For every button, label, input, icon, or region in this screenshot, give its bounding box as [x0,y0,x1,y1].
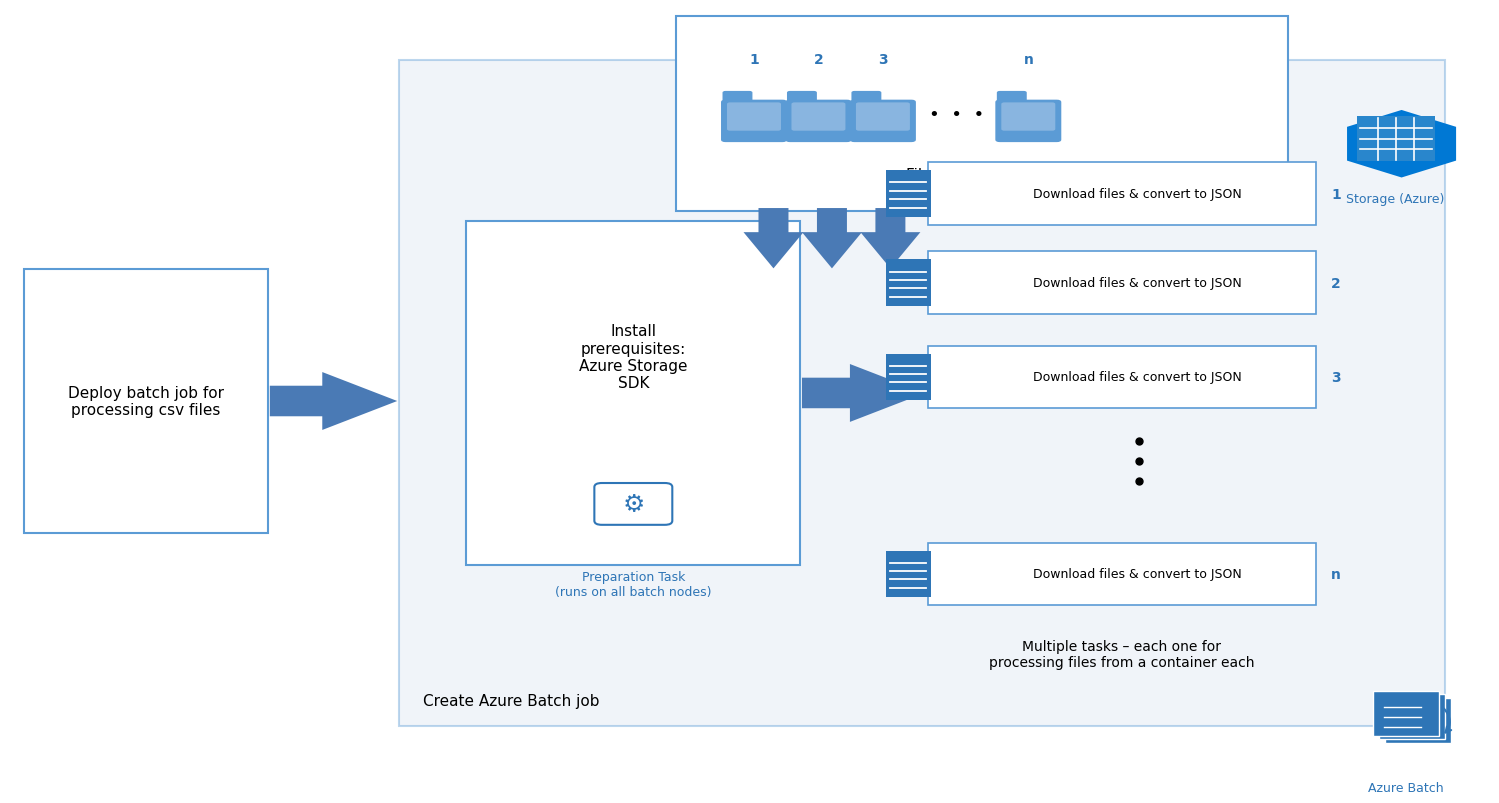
Text: Download files & convert to JSON: Download files & convert to JSON [1033,568,1241,581]
FancyBboxPatch shape [850,100,916,143]
Text: Preparation Task
(runs on all batch nodes): Preparation Task (runs on all batch node… [555,570,712,598]
Text: Azure Batch: Azure Batch [1369,781,1444,794]
FancyBboxPatch shape [1373,691,1439,736]
Text: 1: 1 [1331,187,1342,202]
FancyBboxPatch shape [399,61,1445,726]
FancyBboxPatch shape [785,100,851,143]
FancyBboxPatch shape [24,270,268,533]
FancyBboxPatch shape [594,483,672,525]
FancyBboxPatch shape [995,100,1061,143]
Bar [886,551,931,597]
Text: n: n [1024,53,1033,67]
Bar [886,171,931,218]
Text: n: n [1331,567,1342,581]
FancyBboxPatch shape [1379,695,1445,740]
Text: •  •  •: • • • [929,106,983,124]
FancyBboxPatch shape [723,92,752,106]
Polygon shape [270,373,397,430]
FancyBboxPatch shape [997,92,1027,106]
FancyBboxPatch shape [928,543,1316,605]
Text: 1: 1 [750,53,758,67]
Text: 2: 2 [1331,276,1342,291]
FancyBboxPatch shape [851,92,881,106]
Polygon shape [802,209,862,269]
Text: 3: 3 [1331,370,1340,385]
FancyBboxPatch shape [1357,117,1435,162]
FancyBboxPatch shape [1385,698,1451,743]
Text: 2: 2 [814,53,823,67]
Text: Storage (Azure): Storage (Azure) [1346,193,1445,206]
Text: Deploy batch job for
processing csv files: Deploy batch job for processing csv file… [67,385,225,418]
FancyBboxPatch shape [928,252,1316,315]
Text: Download files & convert to JSON: Download files & convert to JSON [1033,277,1241,290]
Bar [886,260,931,307]
FancyBboxPatch shape [676,17,1288,212]
Text: Download files & convert to JSON: Download files & convert to JSON [1033,371,1241,384]
Polygon shape [802,365,925,422]
Polygon shape [744,209,803,269]
Text: 3: 3 [878,53,887,67]
FancyBboxPatch shape [928,163,1316,226]
FancyBboxPatch shape [727,104,781,132]
FancyBboxPatch shape [787,92,817,106]
FancyBboxPatch shape [721,100,787,143]
FancyBboxPatch shape [1001,104,1055,132]
Text: Install
prerequisites:
Azure Storage
SDK: Install prerequisites: Azure Storage SDK [579,324,688,391]
FancyBboxPatch shape [928,346,1316,409]
Text: ⚙: ⚙ [622,492,645,516]
Text: Create Azure Batch job: Create Azure Batch job [423,693,600,708]
Text: Files in n containers: Files in n containers [905,168,1058,182]
FancyBboxPatch shape [856,104,910,132]
FancyBboxPatch shape [791,104,845,132]
Polygon shape [860,209,920,269]
Bar [886,354,931,401]
FancyBboxPatch shape [466,222,800,565]
Text: Multiple tasks – each one for
processing files from a container each: Multiple tasks – each one for processing… [988,639,1255,670]
Text: Download files & convert to JSON: Download files & convert to JSON [1033,188,1241,201]
